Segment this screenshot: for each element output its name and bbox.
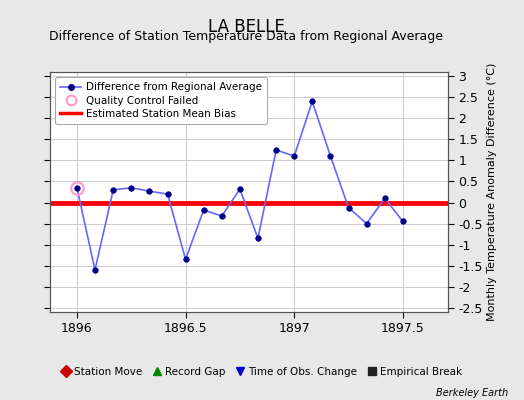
Legend: Station Move, Record Gap, Time of Obs. Change, Empirical Break: Station Move, Record Gap, Time of Obs. C… — [58, 364, 466, 380]
Text: LA BELLE: LA BELLE — [208, 18, 285, 36]
Y-axis label: Monthly Temperature Anomaly Difference (°C): Monthly Temperature Anomaly Difference (… — [487, 63, 497, 321]
Text: Berkeley Earth: Berkeley Earth — [436, 388, 508, 398]
Legend: Difference from Regional Average, Quality Control Failed, Estimated Station Mean: Difference from Regional Average, Qualit… — [55, 77, 267, 124]
Text: Difference of Station Temperature Data from Regional Average: Difference of Station Temperature Data f… — [49, 30, 443, 43]
